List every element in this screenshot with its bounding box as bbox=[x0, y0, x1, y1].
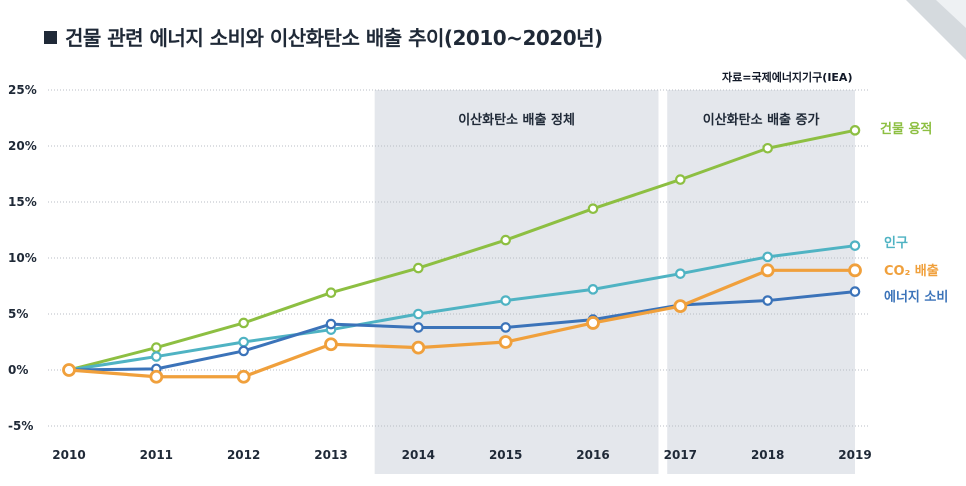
x-axis: 2010 2011 2012 2013 2014 2015 2016 2017 2018 2019 bbox=[52, 448, 871, 462]
data-point-building bbox=[413, 262, 424, 274]
page-corner-fold-icon bbox=[906, 0, 966, 60]
series-layer bbox=[62, 125, 862, 384]
y-tick-label: 25% bbox=[8, 83, 37, 97]
series-line-co2 bbox=[68, 268, 855, 379]
data-point-co2 bbox=[324, 337, 338, 352]
series-population bbox=[63, 240, 861, 376]
data-point-building bbox=[151, 342, 162, 353]
data-point-population bbox=[500, 295, 511, 306]
data-point-building bbox=[238, 317, 249, 329]
data-point-energy bbox=[238, 345, 249, 357]
y-tick-label: 15% bbox=[8, 195, 37, 209]
x-tick-label: 2017 bbox=[664, 448, 697, 462]
data-point-population bbox=[151, 351, 162, 362]
data-point-building bbox=[675, 174, 686, 185]
series-label-energy: 에너지 소비 bbox=[884, 289, 948, 305]
series-label-population: 인구 bbox=[884, 235, 908, 251]
y-axis: 25% 20% 15% 10% 5% 0% -5% bbox=[8, 83, 37, 433]
data-point-energy bbox=[325, 318, 337, 330]
data-point-population bbox=[849, 240, 861, 251]
y-tick-label: 5% bbox=[8, 307, 28, 321]
x-tick-label: 2016 bbox=[576, 448, 609, 462]
chart-title: 건물 관련 에너지 소비와 이산화탄소 배출 추이(2010~2020년) bbox=[44, 22, 603, 51]
series-line-population bbox=[68, 244, 856, 372]
data-point-energy bbox=[413, 322, 424, 333]
series-label-co2: CO₂ 배출 bbox=[884, 263, 939, 279]
series-line-energy bbox=[68, 290, 856, 372]
x-tick-label: 2012 bbox=[227, 448, 260, 462]
data-point-population bbox=[238, 336, 249, 348]
data-point-population bbox=[762, 251, 773, 263]
band-layer: 이산화탄소 배출 정체 이산화탄소 배출 증가 bbox=[374, 90, 855, 474]
series-building bbox=[63, 125, 861, 376]
grid-layer bbox=[48, 89, 870, 427]
y-tick-label: 0% bbox=[8, 363, 28, 377]
data-point-building bbox=[500, 234, 511, 246]
x-tick-label: 2015 bbox=[489, 448, 522, 462]
data-point-energy bbox=[849, 286, 861, 297]
source-note: 자료=국제에너지기구(IEA) bbox=[722, 71, 853, 84]
data-point-building bbox=[325, 287, 337, 299]
data-point-co2 bbox=[411, 340, 426, 355]
y-tick-label: 10% bbox=[8, 251, 37, 265]
x-tick-label: 2018 bbox=[751, 448, 784, 462]
series-co2 bbox=[62, 263, 862, 384]
series-line-building bbox=[68, 128, 856, 372]
shaded-band-1 bbox=[374, 90, 659, 474]
title-square-icon bbox=[44, 31, 57, 44]
x-tick-label: 2019 bbox=[838, 448, 871, 462]
data-point-co2 bbox=[760, 263, 775, 278]
data-point-co2 bbox=[236, 369, 251, 384]
data-point-co2 bbox=[586, 316, 600, 330]
x-tick-label: 2010 bbox=[52, 448, 85, 462]
band-label-2: 이산화탄소 배출 증가 bbox=[703, 112, 820, 128]
x-tick-label: 2013 bbox=[314, 448, 347, 462]
shaded-band-2 bbox=[667, 90, 855, 474]
data-point-population bbox=[413, 308, 424, 320]
data-point-population bbox=[587, 284, 599, 295]
y-tick-label: 20% bbox=[8, 139, 37, 153]
data-point-population bbox=[675, 268, 686, 279]
data-point-co2 bbox=[62, 363, 76, 377]
series-label-building: 건물 용적 bbox=[880, 121, 932, 137]
data-point-building bbox=[587, 203, 599, 215]
x-tick-label: 2011 bbox=[140, 448, 173, 462]
data-point-energy bbox=[500, 322, 511, 333]
band-label-1: 이산화탄소 배출 정체 bbox=[458, 112, 575, 128]
data-point-building bbox=[849, 125, 861, 136]
data-point-co2 bbox=[149, 369, 164, 384]
y-tick-label: -5% bbox=[8, 419, 33, 433]
title-text: 건물 관련 에너지 소비와 이산화탄소 배출 추이(2010~2020년) bbox=[65, 26, 603, 50]
data-point-co2 bbox=[673, 299, 688, 314]
data-point-energy bbox=[762, 295, 773, 306]
data-point-building bbox=[762, 142, 773, 154]
data-point-co2 bbox=[848, 263, 862, 278]
x-tick-label: 2014 bbox=[402, 448, 435, 462]
data-point-co2 bbox=[498, 335, 513, 349]
